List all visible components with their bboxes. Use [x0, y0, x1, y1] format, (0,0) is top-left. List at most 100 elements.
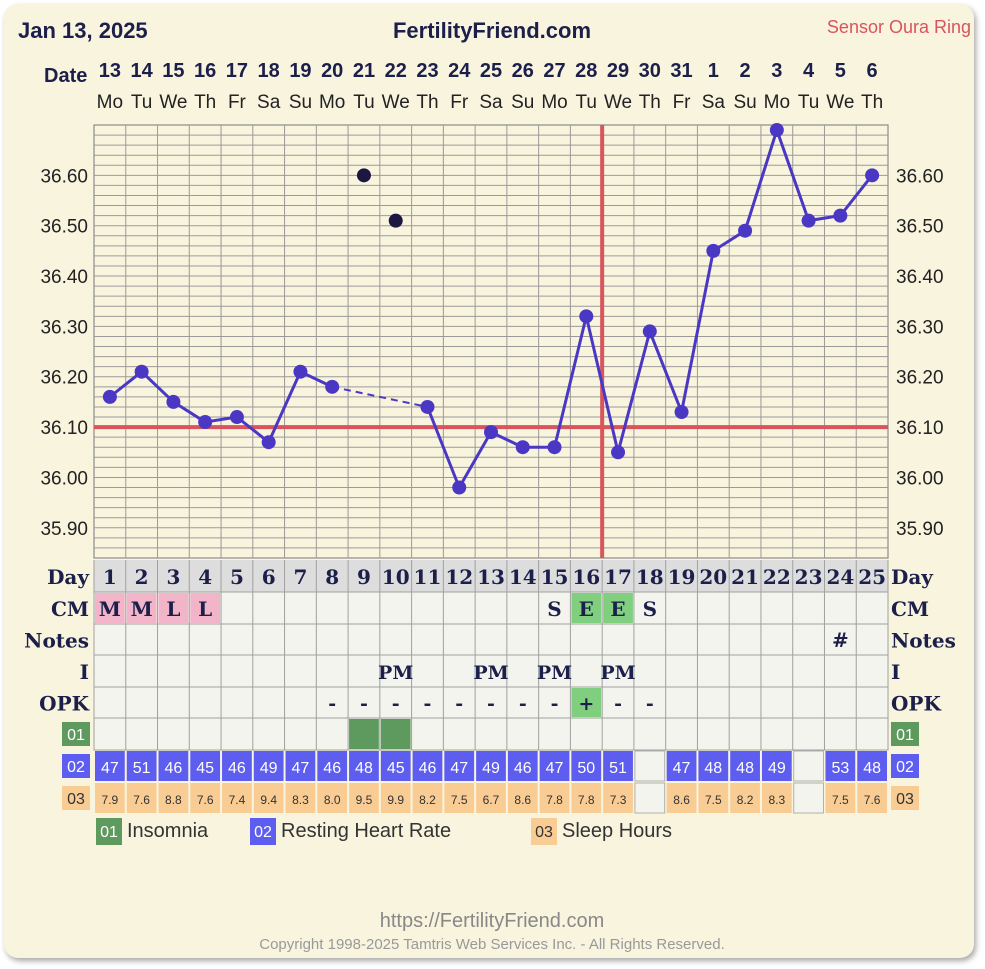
row-label-intercourse: I	[80, 660, 89, 684]
sleep-hours-value: 8.8	[165, 793, 182, 807]
cycle-day: 7	[293, 565, 307, 589]
temperature-segment	[426, 406, 461, 489]
weekday-label: Tu	[576, 92, 597, 113]
heart-rate-cell	[539, 751, 570, 781]
heart-rate-value: 46	[165, 760, 183, 777]
sleep-hours-value: 7.5	[451, 793, 468, 807]
weekday-label: Mo	[319, 92, 345, 113]
heart-rate-cell	[95, 751, 125, 781]
cycle-day: 5	[230, 565, 244, 589]
cycle-day: 24	[826, 565, 854, 589]
cm-value: M	[131, 597, 153, 621]
sleep-hours-cell	[730, 783, 760, 813]
sleep-hours-cell	[761, 783, 792, 813]
legend-label: Sleep Hours	[562, 820, 672, 842]
custom-row-code: 02	[896, 759, 914, 776]
date-row-label: Date	[44, 65, 87, 87]
cycle-day: 19	[668, 565, 696, 589]
cm-cell-bg	[126, 593, 157, 623]
date-number: 1	[708, 60, 719, 82]
custom-row-badge	[891, 722, 919, 746]
heart-rate-value: 48	[704, 760, 722, 777]
sleep-hours-cell	[253, 783, 284, 813]
temperature-point	[198, 415, 213, 430]
weekday-label: We	[382, 92, 410, 113]
legend-code: 02	[254, 824, 272, 841]
cm-value: E	[579, 597, 594, 621]
sleep-hours-cell	[825, 783, 856, 813]
heart-rate-cell	[730, 751, 760, 781]
date-number: 16	[194, 60, 216, 82]
weekday-label: Tu	[131, 92, 152, 113]
discarded-temperature-point	[356, 168, 371, 183]
date-number: 27	[543, 60, 565, 82]
temperature-segment	[648, 330, 683, 413]
heart-rate-cell	[158, 751, 189, 781]
temperature-point	[865, 168, 880, 183]
y-axis-labels: 36.60 36.60 36.50 36.50 36.40 36.40 36.30 36.30…	[40, 166, 943, 539]
heart-rate-value: 48	[736, 760, 754, 777]
opk-result: -	[328, 693, 336, 715]
legend: 01 Insomnia 02 Resting Heart Rate 03 Sleep Ho…	[96, 818, 672, 845]
sleep-hours-value: 6.7	[483, 793, 500, 807]
date-number: 17	[226, 60, 248, 82]
heart-rate-cell	[222, 751, 252, 781]
heart-rate-value: 47	[673, 760, 691, 777]
date-number: 14	[131, 60, 154, 82]
cm-value: E	[610, 597, 625, 621]
row-label-notes-right: Notes	[891, 629, 956, 653]
cycle-day: 2	[135, 565, 149, 589]
temperature-point	[611, 445, 626, 460]
weekday-label: Sa	[702, 92, 726, 113]
heart-rate-value: 48	[863, 760, 881, 777]
cm-cell-bg	[571, 593, 602, 623]
date-number: 23	[416, 60, 438, 82]
sleep-hours-value: 7.3	[610, 793, 627, 807]
weekday-label: Su	[289, 92, 312, 113]
cycle-day: 4	[198, 565, 212, 589]
temperature-segment	[140, 370, 175, 404]
sleep-hours-value: 8.3	[292, 793, 309, 807]
intercourse-marker: PM	[473, 662, 508, 684]
cm-value: S	[547, 597, 561, 621]
date-header: 13Mo14Tu15We16Th17Fr18Sa19Su20Mo21Tu22We…	[97, 60, 884, 113]
temperature-point	[134, 364, 149, 379]
footer-url: https://FertilityFriend.com	[380, 910, 605, 932]
cycle-day: 6	[262, 565, 276, 589]
date-number: 28	[575, 60, 597, 82]
opk-result: +	[578, 693, 594, 715]
weekday-label: Tu	[353, 92, 374, 113]
heart-rate-cell	[412, 751, 443, 781]
sleep-hours-cell	[126, 783, 157, 813]
row-label-day: Day	[47, 565, 90, 589]
y-tick-left: 36.40	[40, 267, 88, 288]
sleep-hours-cell	[349, 783, 379, 813]
sleep-hours-value: 8.6	[514, 793, 531, 807]
y-tick-right: 36.50	[896, 217, 944, 238]
sleep-hours-value: 7.6	[197, 793, 214, 807]
custom-row-code: 01	[896, 727, 914, 744]
sleep-hours-value: 7.8	[546, 793, 563, 807]
opk-result: -	[519, 693, 527, 715]
sleep-hours-empty	[634, 782, 666, 814]
temperature-segment	[616, 331, 652, 453]
sleep-hours-cell	[190, 783, 221, 813]
weekday-label: We	[826, 92, 854, 113]
weekday-label: Sa	[257, 92, 281, 113]
temperature-point	[547, 440, 562, 455]
temperature-grid	[93, 124, 889, 559]
weekday-label: Fr	[673, 92, 692, 113]
row-label-opk-right: OPK	[891, 692, 941, 716]
legend-swatch	[531, 818, 557, 845]
heart-rate-cell	[476, 751, 506, 781]
sleep-hours-value: 8.3	[768, 793, 785, 807]
sleep-hours-cell	[507, 783, 538, 813]
heart-rate-value: 46	[419, 760, 437, 777]
temperature-point	[229, 410, 244, 425]
opk-result: -	[551, 693, 559, 715]
temperature-point	[706, 243, 721, 258]
custom-row-badge	[62, 786, 90, 810]
cycle-day: 3	[166, 565, 180, 589]
date-number: 3	[771, 60, 782, 82]
